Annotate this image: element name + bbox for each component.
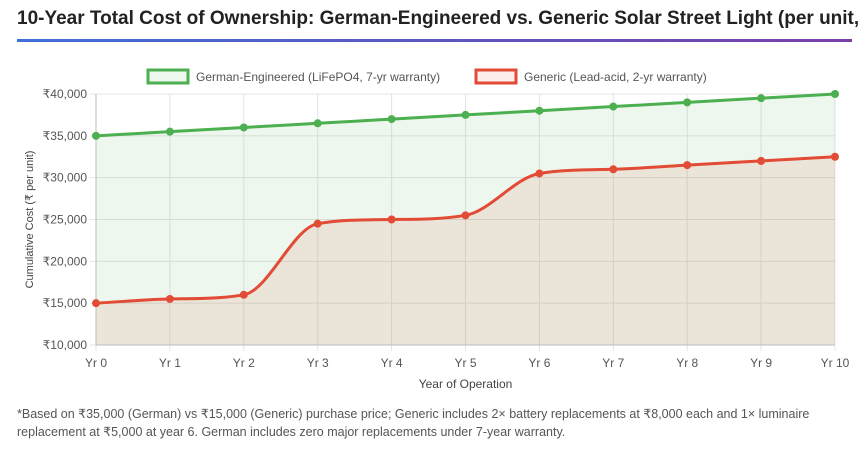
data-point bbox=[313, 219, 322, 228]
cost-chart: German-Engineered (LiFePO4, 7-yr warrant… bbox=[24, 68, 850, 391]
data-point bbox=[683, 161, 692, 170]
legend-swatch bbox=[474, 68, 518, 85]
x-tick-label: Yr 6 bbox=[528, 356, 550, 370]
data-point bbox=[313, 119, 322, 128]
data-point bbox=[535, 169, 544, 178]
data-point bbox=[461, 110, 470, 119]
data-point bbox=[92, 299, 100, 308]
data-point bbox=[461, 211, 470, 220]
data-point bbox=[757, 94, 766, 103]
legend-label: Generic (Lead-acid, 2-yr warranty) bbox=[524, 70, 707, 84]
data-point bbox=[165, 127, 174, 136]
x-tick-label: Yr 7 bbox=[602, 356, 624, 370]
x-tick-label: Yr 10 bbox=[821, 356, 850, 370]
data-point bbox=[239, 290, 248, 299]
data-point bbox=[387, 215, 396, 224]
series-area-0 bbox=[96, 94, 835, 345]
legend-label: German-Engineered (LiFePO4, 7-yr warrant… bbox=[196, 70, 440, 84]
series-area-1 bbox=[96, 156, 835, 345]
data-point bbox=[92, 131, 100, 140]
x-tick-label: Yr 1 bbox=[159, 356, 181, 370]
area-fills bbox=[96, 94, 835, 345]
data-point bbox=[609, 102, 618, 111]
y-axis-title: Cumulative Cost (₹ per unit) bbox=[24, 151, 36, 289]
data-point bbox=[757, 156, 766, 165]
data-point bbox=[239, 123, 248, 132]
y-tick-label: ₹20,000 bbox=[43, 254, 88, 268]
y-tick-label: ₹30,000 bbox=[43, 171, 88, 185]
data-point bbox=[831, 90, 839, 98]
legend-swatch bbox=[146, 68, 190, 85]
x-tick-label: Yr 5 bbox=[454, 356, 476, 370]
legend: German-Engineered (LiFePO4, 7-yr warrant… bbox=[146, 68, 707, 85]
data-point bbox=[535, 106, 544, 115]
data-point bbox=[683, 98, 692, 107]
x-axis-title: Year of Operation bbox=[419, 377, 513, 391]
data-points bbox=[92, 90, 839, 308]
footnote: *Based on ₹35,000 (German) vs ₹15,000 (G… bbox=[17, 407, 810, 439]
x-tick-label: Yr 9 bbox=[750, 356, 772, 370]
data-point bbox=[165, 294, 174, 303]
data-point bbox=[387, 115, 396, 124]
x-tick-label: Yr 8 bbox=[676, 356, 698, 370]
x-tick-label: Yr 2 bbox=[233, 356, 255, 370]
x-tick-label: Yr 3 bbox=[307, 356, 329, 370]
y-tick-label: ₹40,000 bbox=[43, 87, 88, 101]
y-tick-label: ₹15,000 bbox=[43, 296, 88, 310]
title-underline bbox=[17, 39, 852, 42]
x-tick-label: Yr 0 bbox=[85, 356, 107, 370]
x-tick-label: Yr 4 bbox=[381, 356, 403, 370]
data-point bbox=[609, 165, 618, 174]
tick-labels: ₹10,000 ₹15,000 ₹20,000 ₹25,000 ₹30,000 ₹35,0… bbox=[24, 87, 850, 391]
y-tick-label: ₹25,000 bbox=[43, 213, 88, 227]
chart-title: 10-Year Total Cost of Ownership: German-… bbox=[17, 8, 859, 29]
data-point bbox=[831, 152, 839, 161]
y-tick-label: ₹10,000 bbox=[43, 338, 88, 352]
y-tick-label: ₹35,000 bbox=[43, 129, 88, 143]
